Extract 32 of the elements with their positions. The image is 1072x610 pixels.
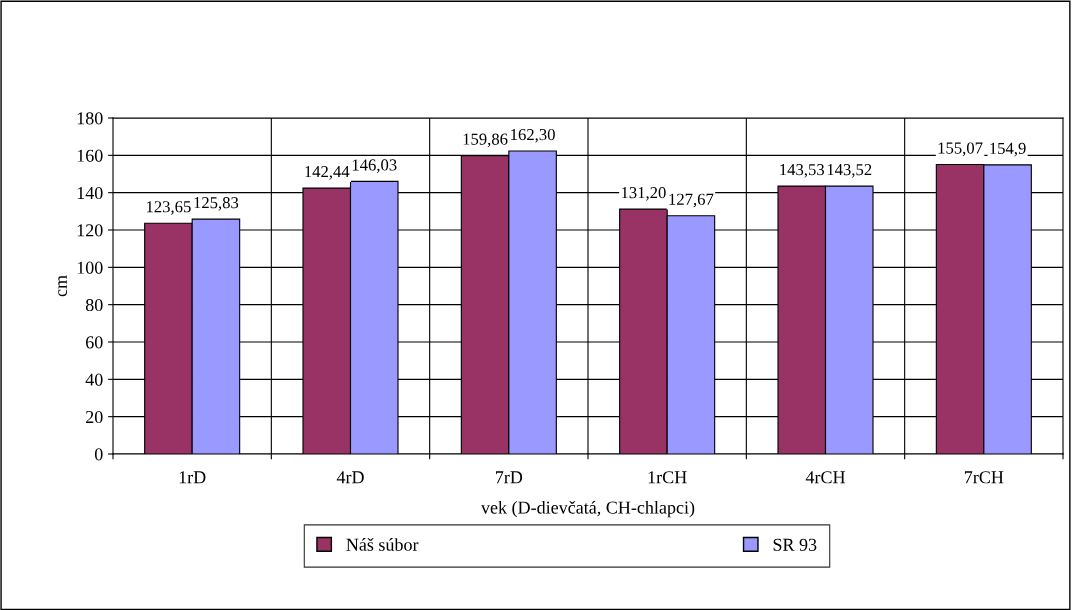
data-label: 143,53 [780, 164, 825, 178]
y-tick-label: 120 [77, 224, 103, 237]
x-tick-label: 4rD [336, 471, 364, 484]
data-label: 146,03 [352, 159, 397, 173]
data-label: 143,52 [827, 164, 872, 178]
y-tick-label: 0 [94, 448, 103, 461]
x-tick-label: 7rD [495, 471, 523, 484]
data-label: 131,20 [621, 186, 666, 201]
y-tick-label: 60 [86, 336, 103, 349]
data-label: 142,44 [305, 166, 350, 180]
y-tick-label: 140 [77, 186, 103, 200]
x-tick-label: 1rCH [648, 471, 687, 484]
x-tick-label: 7rCH [964, 471, 1004, 484]
data-label: 123,65 [146, 201, 191, 215]
data-label: 125,83 [194, 197, 239, 211]
y-tick-label: 180 [77, 112, 103, 125]
data-label: 162,30 [511, 128, 555, 143]
x-tick-label: 4rCH [805, 471, 846, 484]
legend-label: SR 93 [773, 538, 817, 551]
y-tick-label: 20 [86, 410, 103, 424]
y-axis-title: cm [58, 275, 67, 297]
data-label: 154,9 [990, 142, 1026, 157]
data-label: 127,67 [669, 193, 714, 208]
legend-label: Náš súbor [346, 538, 419, 551]
y-tick-label: 40 [85, 373, 103, 386]
y-tick-label: 100 [77, 261, 103, 274]
y-tick-label: 160 [77, 149, 103, 162]
data-label: 159,86 [463, 133, 508, 148]
y-tick-label: 80 [85, 298, 103, 312]
x-axis-title: vek (D-dievčatá, CH-chlapci) [480, 500, 695, 518]
x-tick-label: 1rD [179, 471, 206, 484]
data-label: 155,07 [938, 142, 983, 157]
